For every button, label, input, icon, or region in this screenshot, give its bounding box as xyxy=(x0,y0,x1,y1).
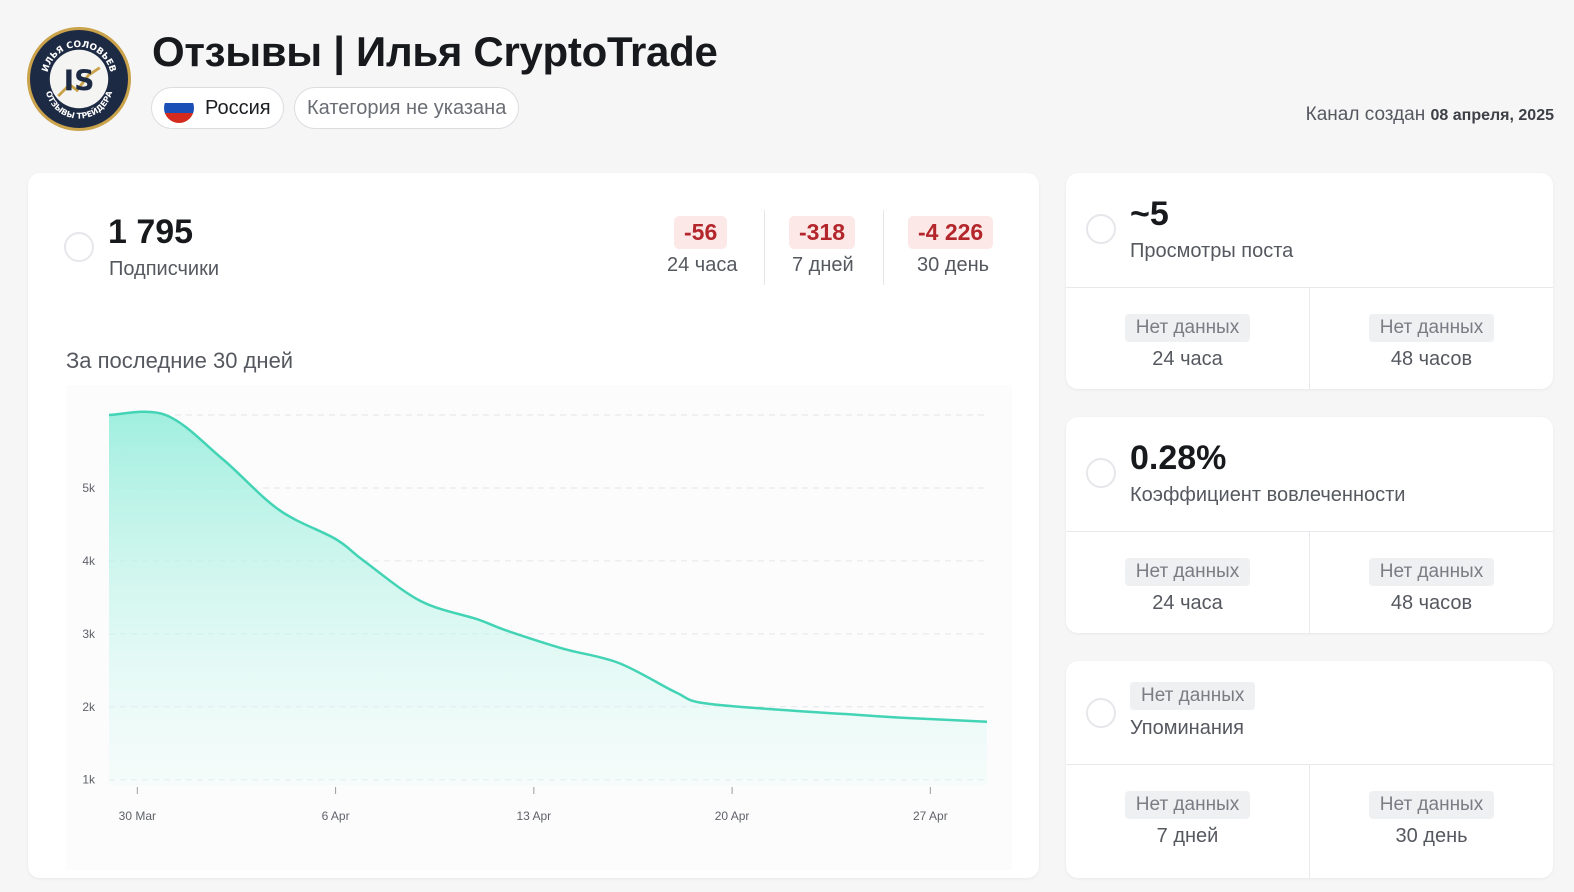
card-divider xyxy=(1066,287,1553,288)
mentions-value: Нет данных xyxy=(1130,682,1256,710)
views-24h-value: Нет данных xyxy=(1124,314,1251,342)
mentions-7d-label: 7 дней xyxy=(1156,825,1219,847)
chart-y-tick: 2k xyxy=(82,700,96,714)
chart-title: За последние 30 дней xyxy=(66,348,294,373)
category-chip[interactable]: Категория не указана xyxy=(294,87,520,129)
channel-created: Канал создан 08 апреля, 2025 xyxy=(1306,104,1554,126)
mentions-30d-cell: Нет данных 30 день xyxy=(1310,791,1553,848)
post-views-value: ~5 xyxy=(1130,195,1169,233)
subscribers-count: 1 795 xyxy=(108,213,194,251)
chart-x-tick: 27 Apr xyxy=(913,809,948,823)
engagement-24h-cell: Нет данных 24 часа xyxy=(1066,558,1309,615)
chart-x-tick: 6 Apr xyxy=(322,809,350,823)
card-divider xyxy=(1309,532,1310,633)
views-48h-label: 48 часов xyxy=(1390,348,1473,370)
mentions-30d-label: 30 день xyxy=(1395,825,1468,847)
engagement-label: Коэффициент вовлеченности xyxy=(1130,484,1406,506)
engagement-24h-value: Нет данных xyxy=(1124,558,1251,586)
views-48h-value: Нет данных xyxy=(1368,314,1495,342)
created-date: 08 апреля, 2025 xyxy=(1430,107,1554,124)
post-views-label: Просмотры поста xyxy=(1130,240,1294,262)
created-label: Канал создан xyxy=(1305,104,1426,125)
engagement-48h-cell: Нет данных 48 часов xyxy=(1310,558,1553,615)
engagement-card: 0.28% Коэффициент вовлеченности Нет данн… xyxy=(1066,417,1553,633)
chart-x-tick: 13 Apr xyxy=(516,809,551,823)
page-title: Отзывы | Илья CryptoTrade xyxy=(152,28,718,75)
card-divider xyxy=(1066,764,1553,765)
post-views-radio[interactable] xyxy=(1086,214,1116,244)
subscribers-radio[interactable] xyxy=(64,232,94,262)
post-views-card: ~5 Просмотры поста Нет данных 24 часа Не… xyxy=(1066,173,1553,389)
delta-24h-label: 24 часа xyxy=(667,254,738,276)
delta-30d-label: 30 день xyxy=(917,254,990,276)
engagement-radio[interactable] xyxy=(1086,458,1116,488)
chart-y-tick: 4k xyxy=(82,554,96,568)
russia-flag-icon xyxy=(164,93,194,123)
engagement-48h-label: 48 часов xyxy=(1390,592,1473,614)
chart-y-tick: 1k xyxy=(82,773,96,787)
mentions-value-wrap: Нет данных xyxy=(1130,682,1256,710)
mentions-label: Упоминания xyxy=(1130,717,1244,739)
subscribers-card: 1 795 Подписчики -56 24 часа -318 7 дней… xyxy=(28,173,1039,878)
subscribers-chart: 1k 2k 3k 4k 5k 30 Mar 6 Apr 13 Apr 20 Apr 27 Apr xyxy=(66,385,1012,870)
delta-divider xyxy=(764,210,765,285)
chart-x-tick: 30 Mar xyxy=(119,809,156,823)
views-24h-label: 24 часа xyxy=(1152,348,1223,370)
chart-y-tick: 5k xyxy=(82,481,96,495)
delta-7d-label: 7 дней xyxy=(792,254,854,276)
chart-series-line xyxy=(108,410,988,723)
engagement-24h-label: 24 часа xyxy=(1152,592,1223,614)
engagement-value: 0.28% xyxy=(1130,439,1227,477)
mentions-7d-cell: Нет данных 7 дней xyxy=(1066,791,1309,848)
category-label: Категория не указана xyxy=(307,96,507,119)
country-label: Россия xyxy=(205,96,271,119)
delta-30d: -4 226 xyxy=(908,216,994,249)
subscribers-label: Подписчики xyxy=(109,258,220,280)
mentions-card: Нет данных Упоминания Нет данных 7 дней … xyxy=(1066,661,1553,878)
channel-avatar: ИЛЬЯ СОЛОВЬЕВ ОТЗЫВЫ ТРЕЙДЕРА IS xyxy=(27,27,131,131)
country-chip[interactable]: Россия xyxy=(151,87,284,129)
logo-monogram: IS xyxy=(64,64,95,97)
delta-24h: -56 xyxy=(674,216,728,249)
chart-area-fill xyxy=(109,411,987,785)
chart-y-tick: 3k xyxy=(82,627,96,641)
card-divider xyxy=(1309,288,1310,389)
mentions-radio[interactable] xyxy=(1086,698,1116,728)
mentions-30d-value: Нет данных xyxy=(1368,791,1495,819)
card-divider xyxy=(1066,531,1553,532)
mentions-7d-value: Нет данных xyxy=(1124,791,1251,819)
channel-logo: ИЛЬЯ СОЛОВЬЕВ ОТЗЫВЫ ТРЕЙДЕРА IS xyxy=(32,32,126,126)
delta-divider xyxy=(883,210,884,285)
delta-7d: -318 xyxy=(789,216,856,249)
chart-x-tick: 20 Apr xyxy=(715,809,750,823)
views-24h-cell: Нет данных 24 часа xyxy=(1066,314,1309,371)
views-48h-cell: Нет данных 48 часов xyxy=(1310,314,1553,371)
card-divider xyxy=(1309,765,1310,878)
engagement-48h-value: Нет данных xyxy=(1368,558,1495,586)
